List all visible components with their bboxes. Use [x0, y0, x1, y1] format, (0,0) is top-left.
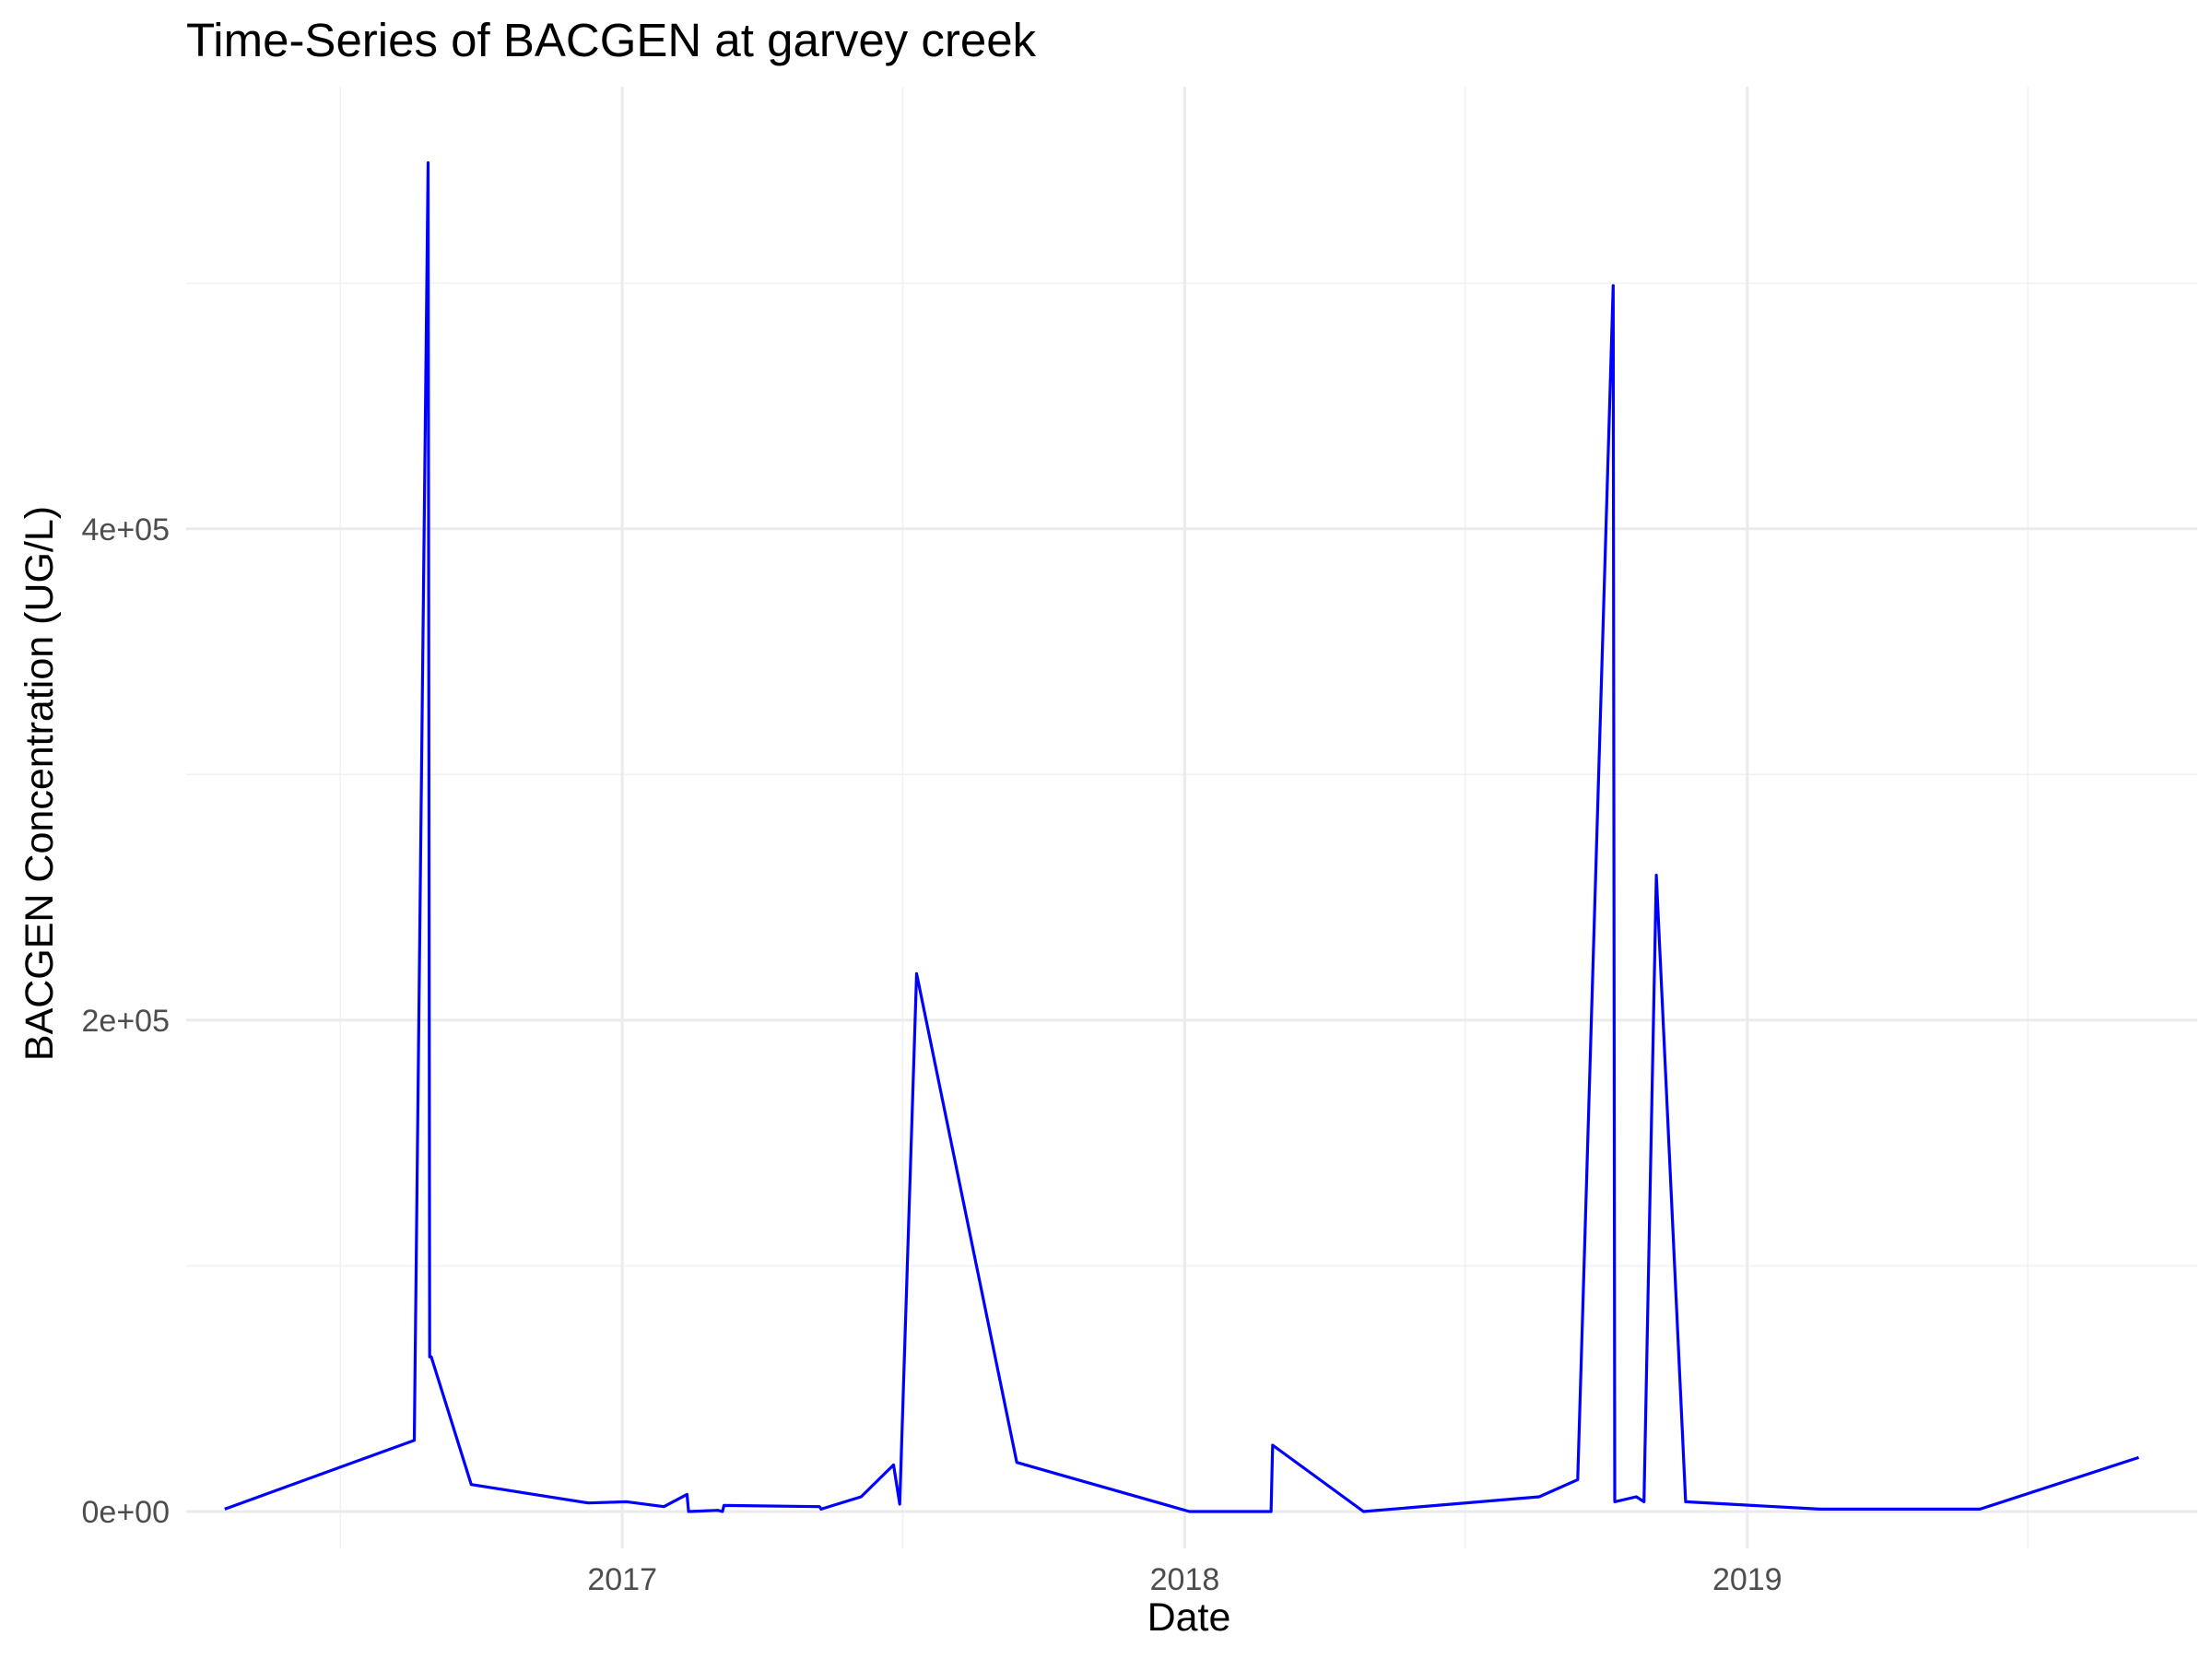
y-tick-label: 4e+05	[82, 512, 171, 547]
y-tick-label: 0e+00	[82, 1495, 171, 1530]
y-axis-title: BACGEN Concentration (UG/L)	[18, 506, 62, 1061]
chart-title: Time-Series of BACGEN at garvey creek	[186, 14, 1037, 66]
y-tick-label: 2e+05	[82, 1004, 171, 1039]
minor-gridlines	[186, 87, 2197, 1548]
x-axis-title: Date	[1147, 1595, 1231, 1640]
x-tick-label: 2017	[587, 1562, 657, 1597]
x-tick-label: 2018	[1150, 1562, 1220, 1597]
major-gridlines	[186, 87, 2197, 1548]
y-axis-tick-labels: 0e+00 2e+05 4e+05	[82, 512, 171, 1530]
x-axis-tick-labels: 2017 2018 2019	[587, 1562, 1782, 1597]
x-tick-label: 2019	[1712, 1562, 1783, 1597]
bacgen-series-line	[224, 161, 2139, 1513]
